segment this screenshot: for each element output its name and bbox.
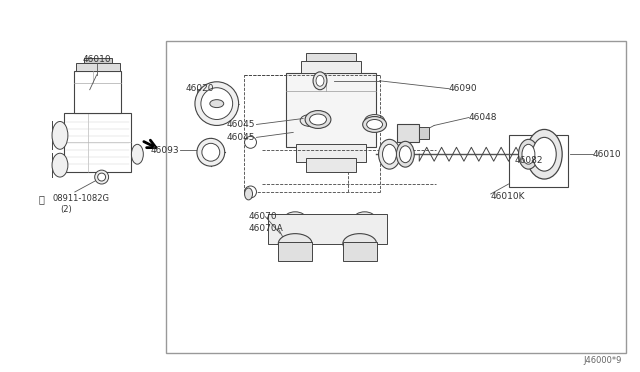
Bar bbox=[306, 53, 356, 61]
Text: J46000*9: J46000*9 bbox=[583, 356, 621, 365]
Text: 46093: 46093 bbox=[150, 146, 179, 155]
Ellipse shape bbox=[343, 234, 376, 253]
Ellipse shape bbox=[202, 143, 220, 161]
Ellipse shape bbox=[399, 146, 412, 163]
Text: Ⓝ: Ⓝ bbox=[38, 194, 44, 204]
Bar bbox=[262, 122, 436, 217]
Text: 46010: 46010 bbox=[593, 150, 621, 159]
Bar bbox=[64, 113, 131, 172]
Ellipse shape bbox=[210, 100, 224, 108]
Ellipse shape bbox=[316, 76, 324, 86]
Ellipse shape bbox=[522, 144, 535, 164]
Text: (2): (2) bbox=[60, 205, 72, 214]
Bar bbox=[286, 73, 376, 147]
Ellipse shape bbox=[300, 115, 320, 126]
Ellipse shape bbox=[310, 114, 326, 125]
Ellipse shape bbox=[52, 153, 68, 177]
Circle shape bbox=[95, 170, 109, 184]
Circle shape bbox=[98, 173, 106, 181]
Bar bbox=[239, 128, 264, 207]
Ellipse shape bbox=[367, 119, 383, 129]
Bar bbox=[509, 135, 568, 187]
Text: 46070A: 46070A bbox=[248, 224, 284, 233]
Text: 46090: 46090 bbox=[449, 84, 477, 93]
Circle shape bbox=[201, 88, 233, 119]
Text: 46045: 46045 bbox=[227, 120, 255, 129]
Text: 46082: 46082 bbox=[515, 156, 543, 165]
Text: 46070: 46070 bbox=[248, 212, 277, 221]
Ellipse shape bbox=[278, 234, 312, 253]
Text: 46020: 46020 bbox=[186, 84, 214, 93]
Text: 46048: 46048 bbox=[469, 113, 497, 122]
Text: 46010K: 46010K bbox=[491, 192, 525, 201]
Ellipse shape bbox=[378, 140, 401, 169]
Ellipse shape bbox=[52, 122, 68, 149]
Bar bbox=[74, 71, 122, 113]
Ellipse shape bbox=[354, 212, 376, 226]
Bar bbox=[296, 144, 365, 162]
Ellipse shape bbox=[365, 115, 385, 126]
Bar bbox=[76, 63, 120, 71]
Ellipse shape bbox=[532, 137, 556, 171]
Circle shape bbox=[244, 137, 257, 148]
Bar bbox=[301, 61, 361, 73]
Ellipse shape bbox=[383, 144, 396, 164]
Bar bbox=[84, 58, 111, 63]
Ellipse shape bbox=[363, 116, 387, 132]
Bar bbox=[343, 241, 376, 262]
Ellipse shape bbox=[396, 141, 414, 167]
Bar bbox=[419, 128, 429, 140]
Ellipse shape bbox=[244, 188, 253, 200]
Bar bbox=[278, 241, 312, 262]
Text: 46045: 46045 bbox=[227, 133, 255, 142]
Ellipse shape bbox=[284, 212, 306, 226]
Text: 08911-1082G: 08911-1082G bbox=[52, 195, 109, 203]
Ellipse shape bbox=[518, 140, 538, 169]
Ellipse shape bbox=[313, 72, 327, 90]
Circle shape bbox=[195, 82, 239, 125]
Bar bbox=[268, 214, 387, 244]
Circle shape bbox=[244, 186, 257, 198]
Ellipse shape bbox=[131, 144, 143, 164]
Ellipse shape bbox=[305, 110, 331, 128]
Bar bbox=[397, 125, 419, 142]
Bar bbox=[166, 41, 626, 353]
Bar bbox=[306, 158, 356, 172]
Text: 46010: 46010 bbox=[83, 55, 111, 64]
Ellipse shape bbox=[527, 129, 562, 179]
Ellipse shape bbox=[197, 138, 225, 166]
